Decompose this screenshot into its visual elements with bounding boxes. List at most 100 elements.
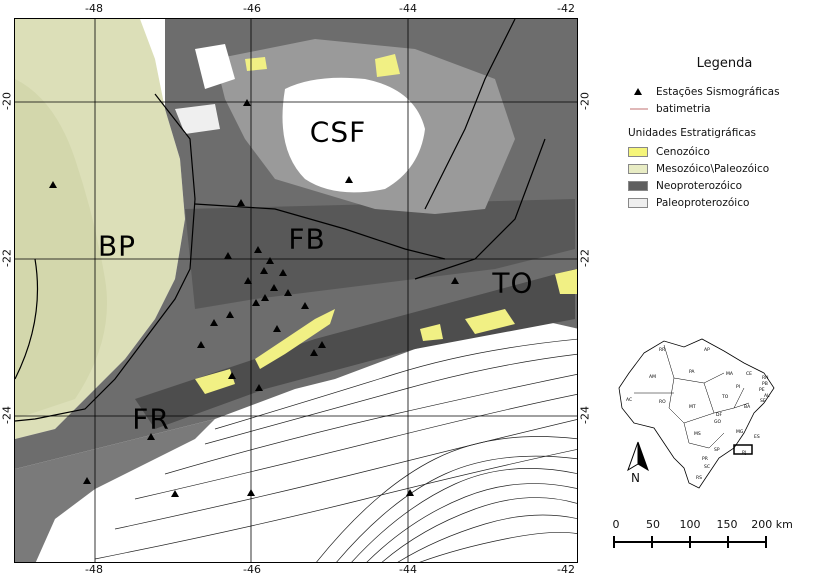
graticule xyxy=(15,19,577,562)
line-icon xyxy=(628,103,650,115)
inset-state-label: RO xyxy=(659,399,666,405)
inset-state-label: CE xyxy=(746,371,752,377)
lat-tick-left: -22 xyxy=(0,249,14,267)
inset-state-label: MS xyxy=(694,431,701,437)
station-marker xyxy=(237,199,245,206)
inset-state-label: MA xyxy=(726,371,734,377)
legend-bathymetry-label: batimetria xyxy=(656,102,711,115)
lat-tick-right: -24 xyxy=(578,406,592,424)
lat-tick-right: -20 xyxy=(578,92,592,110)
station-marker xyxy=(226,311,234,318)
cenozoico-patch xyxy=(555,269,577,294)
station-marker xyxy=(261,294,269,301)
station-marker xyxy=(224,252,232,259)
neoproterozoico-band xyxy=(185,199,575,309)
lat-tick-left: -20 xyxy=(0,92,14,110)
swatch-icon xyxy=(628,146,650,158)
station-marker xyxy=(260,267,268,274)
lon-tick-bottom: -48 xyxy=(85,563,103,576)
station-marker xyxy=(254,246,262,253)
inset-state-label: PI xyxy=(736,384,740,390)
inset-state-label: RN xyxy=(762,375,769,381)
lon-tick-top: -42 xyxy=(557,2,575,15)
legend-unit-label: Neoproterozóico xyxy=(656,179,743,192)
station-marker xyxy=(228,372,236,379)
station-marker xyxy=(252,299,260,306)
coastal-strip xyxy=(15,419,215,562)
inset-state-label: PB xyxy=(762,381,768,387)
scale-label: 100 xyxy=(679,518,701,531)
station-marker xyxy=(243,99,251,106)
lon-tick-top: -44 xyxy=(399,2,417,15)
station-marker xyxy=(273,325,281,332)
station-marker xyxy=(197,341,205,348)
lat-tick-right: -22 xyxy=(578,249,592,267)
lon-tick-bottom: -46 xyxy=(243,563,261,576)
inset-state-label: SP xyxy=(714,447,720,453)
inset-state-label: GO xyxy=(714,419,721,425)
inset-state-label: DF xyxy=(716,412,722,418)
inset-state-label: PR xyxy=(702,456,708,462)
map-frame: CSF BP FB TO FR xyxy=(14,18,578,563)
neoproterozoico-band xyxy=(135,269,575,429)
brazil-inset-map: RR AP AM PA MA CE RN PB PE AL SE PI TO B… xyxy=(618,338,775,489)
legend-unit-label: Mesozóico\Paleozóico xyxy=(656,162,770,175)
province-boundaries xyxy=(15,19,546,422)
inset-state-label: BA xyxy=(744,404,751,410)
legend-unit-row: Paleoproterozóico xyxy=(628,194,813,211)
legend-unit-label: Paleoproterozóico xyxy=(656,196,750,209)
station-marker xyxy=(147,433,155,440)
legend: Legenda Estações Sismográficas batimetri… xyxy=(628,56,813,211)
station-marker xyxy=(266,257,274,264)
inset-state-label: ES xyxy=(754,434,760,440)
triangle-icon xyxy=(628,86,650,98)
scale-label: 150 xyxy=(716,518,738,531)
inset-state-label: RR xyxy=(659,347,665,353)
north-arrow-icon xyxy=(627,441,649,472)
cenozoico-patch xyxy=(375,54,400,77)
cenozoico-patch xyxy=(245,57,267,71)
legend-unit-row: Mesozóico\Paleozóico xyxy=(628,160,813,177)
swatch-icon xyxy=(628,180,650,192)
cenozoico-patch xyxy=(420,324,443,341)
inset-state-label: SE xyxy=(760,398,766,404)
station-marker xyxy=(310,349,318,356)
scale-bar: 0 50 100 150 200 km xyxy=(610,518,793,558)
station-marker xyxy=(255,384,263,391)
geological-map xyxy=(15,19,577,562)
station-marker xyxy=(301,302,309,309)
lon-tick-top: -48 xyxy=(85,2,103,15)
inset-state-label: AP xyxy=(704,347,710,353)
station-marker xyxy=(270,284,278,291)
inset-state-label: SC xyxy=(704,464,710,470)
station-marker xyxy=(345,176,353,183)
station-marker xyxy=(318,341,326,348)
scale-label: 0 xyxy=(612,518,620,531)
station-marker xyxy=(247,489,255,496)
cenozoico-patch xyxy=(195,369,235,394)
inset-state-label: TO xyxy=(721,394,729,400)
legend-stations-row: Estações Sismográficas xyxy=(628,83,813,100)
lon-tick-bottom: -44 xyxy=(399,563,417,576)
inset-state-label: PE xyxy=(759,387,765,393)
inset-state-label: AL xyxy=(764,393,770,399)
legend-unit-row: Cenozóico xyxy=(628,143,813,160)
inset-state-label: RS xyxy=(696,475,702,481)
inset-state-label: AM xyxy=(649,374,656,380)
legend-units-title: Unidades Estratigráficas xyxy=(628,127,757,139)
swatch-icon xyxy=(628,163,650,175)
station-marker xyxy=(451,277,459,284)
cenozoico-patch xyxy=(255,309,335,369)
legend-bathymetry-row: batimetria xyxy=(628,100,813,117)
inset-state-label: RJ xyxy=(742,450,746,456)
label-bp: BP xyxy=(97,229,137,263)
paleoproterozoico-patch xyxy=(175,104,220,134)
station-marker xyxy=(279,269,287,276)
study-area-box xyxy=(733,444,753,455)
scale-bar-line xyxy=(613,536,767,548)
inset-state-label: MG xyxy=(736,429,744,435)
north-label: N xyxy=(631,471,640,485)
station-marker xyxy=(210,319,218,326)
bathymetry-lines xyxy=(94,338,577,562)
seismic-stations xyxy=(49,99,459,497)
